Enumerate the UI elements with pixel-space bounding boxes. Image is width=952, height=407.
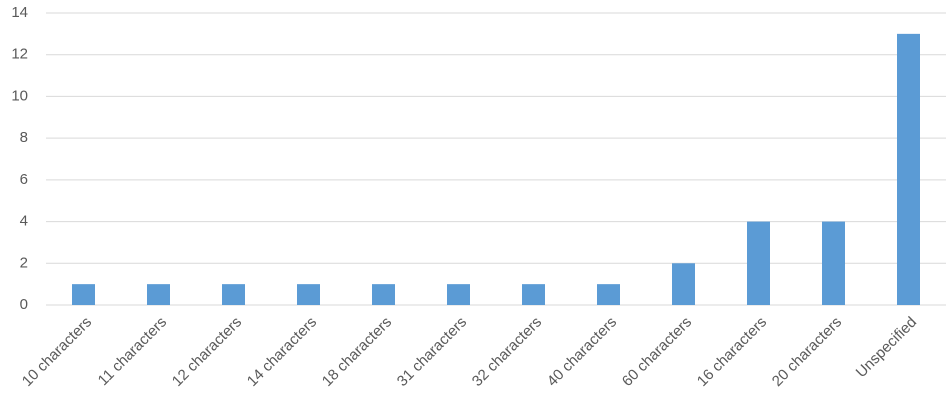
y-tick-label: 4 [20, 213, 28, 230]
x-tick-label: 60 characters [619, 314, 695, 390]
bar [147, 284, 170, 305]
x-tick-label: Unspecified [853, 314, 920, 381]
bar [822, 221, 845, 305]
y-tick-label: 14 [11, 4, 28, 21]
x-tick-label: 32 characters [469, 314, 545, 390]
x-tick-label: 40 characters [544, 314, 620, 390]
y-tick-label: 12 [11, 46, 28, 63]
y-tick-label: 10 [11, 87, 28, 104]
bar [447, 284, 470, 305]
x-tick-label: 16 characters [694, 314, 770, 390]
bar [897, 33, 920, 305]
bar [522, 284, 545, 305]
bar [72, 284, 95, 305]
x-tick-label: 31 characters [394, 314, 470, 390]
x-tick-label: 20 characters [769, 314, 845, 390]
bar [222, 284, 245, 305]
bar [297, 284, 320, 305]
bar [747, 221, 770, 305]
x-tick-label: 10 characters [19, 314, 95, 390]
bar [597, 284, 620, 305]
y-tick-label: 8 [20, 129, 28, 146]
x-tick-label: 18 characters [319, 314, 395, 390]
y-tick-label: 6 [20, 171, 28, 188]
x-tick-label: 14 characters [244, 314, 320, 390]
x-tick-label: 12 characters [169, 314, 245, 390]
x-tick-label: 11 characters [95, 314, 170, 389]
bar [672, 263, 695, 305]
y-tick-label: 2 [20, 254, 28, 271]
y-tick-label: 0 [20, 296, 28, 313]
bar [372, 284, 395, 305]
